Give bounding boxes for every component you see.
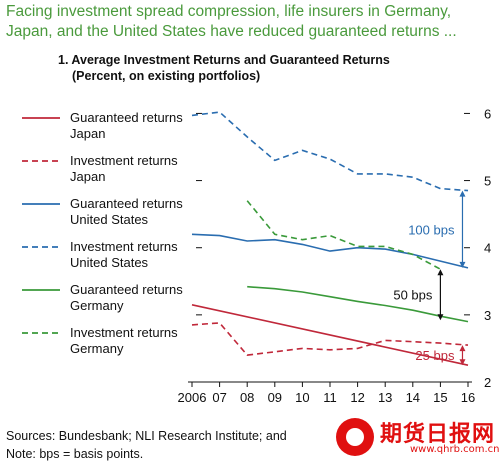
watermark-url: www.qhrb.com.cn — [410, 444, 500, 455]
annotation-arrowhead-bottom-2 — [459, 359, 466, 366]
headline: Facing investment spread compression, li… — [6, 3, 457, 40]
legend-label-3: Investment returns — [70, 239, 178, 254]
bps-note: Note: bps = basis points. — [6, 447, 144, 461]
legend-label-4: Guaranteed returns — [70, 282, 183, 297]
legend-label-0: Guaranteed returns — [70, 110, 183, 125]
y-tick-label: 3 — [484, 308, 491, 323]
legend-label-1: Investment returns — [70, 153, 178, 168]
x-tick-label: 2006 — [178, 390, 207, 405]
annotation-arrowhead-bottom-0 — [459, 261, 466, 268]
watermark-logo-icon — [336, 418, 374, 456]
legend-label-2: Guaranteed returns — [70, 196, 183, 211]
legend-label-4: Germany — [70, 298, 124, 313]
series-line-0 — [191, 304, 469, 366]
y-tick-label: 4 — [484, 241, 491, 256]
legend-label-3: United States — [70, 255, 149, 270]
annotation-label-0: 100 bps — [408, 222, 455, 237]
legend-label-5: Germany — [70, 341, 124, 356]
annotation-arrowhead-top-0 — [459, 190, 466, 197]
annotation-label-1: 50 bps — [393, 288, 433, 303]
x-tick-label: 08 — [240, 390, 254, 405]
x-tick-label: 15 — [433, 390, 447, 405]
chart-title: 1. Average Investment Returns and Guaran… — [58, 53, 390, 67]
legend-label-1: Japan — [70, 169, 105, 184]
y-tick-label: 5 — [484, 174, 491, 189]
series-line-4 — [247, 285, 469, 323]
chart-subtitle: (Percent, on existing portfolios) — [72, 69, 261, 83]
sources-note: Sources: Bundesbank; NLI Research Instit… — [6, 429, 287, 443]
annotation-arrowhead-bottom-1 — [437, 314, 444, 321]
series-line-1 — [191, 322, 469, 356]
series-line-5 — [246, 200, 441, 270]
annotation-arrowhead-top-2 — [459, 345, 466, 352]
series-line-3 — [191, 111, 469, 192]
x-tick-label: 09 — [268, 390, 282, 405]
series-line-2 — [191, 233, 469, 269]
watermark: 期货日报网 www.qhrb.com.cn — [330, 412, 500, 464]
annotation-arrowhead-top-1 — [437, 269, 444, 276]
x-tick-label: 14 — [406, 390, 420, 405]
x-tick-label: 12 — [350, 390, 364, 405]
y-tick-label: 6 — [484, 106, 491, 121]
legend-label-5: Investment returns — [70, 325, 178, 340]
x-tick-label: 16 — [461, 390, 475, 405]
y-tick-label: 2 — [484, 375, 491, 390]
x-tick-label: 10 — [295, 390, 309, 405]
x-tick-label: 11 — [323, 390, 337, 405]
x-tick-label: 13 — [378, 390, 392, 405]
legend-label-2: United States — [70, 212, 149, 227]
x-tick-label: 07 — [212, 390, 226, 405]
watermark-text: 期货日报网 — [380, 422, 496, 447]
annotation-label-2: 25 bps — [415, 348, 455, 363]
legend-label-0: Japan — [70, 126, 105, 141]
